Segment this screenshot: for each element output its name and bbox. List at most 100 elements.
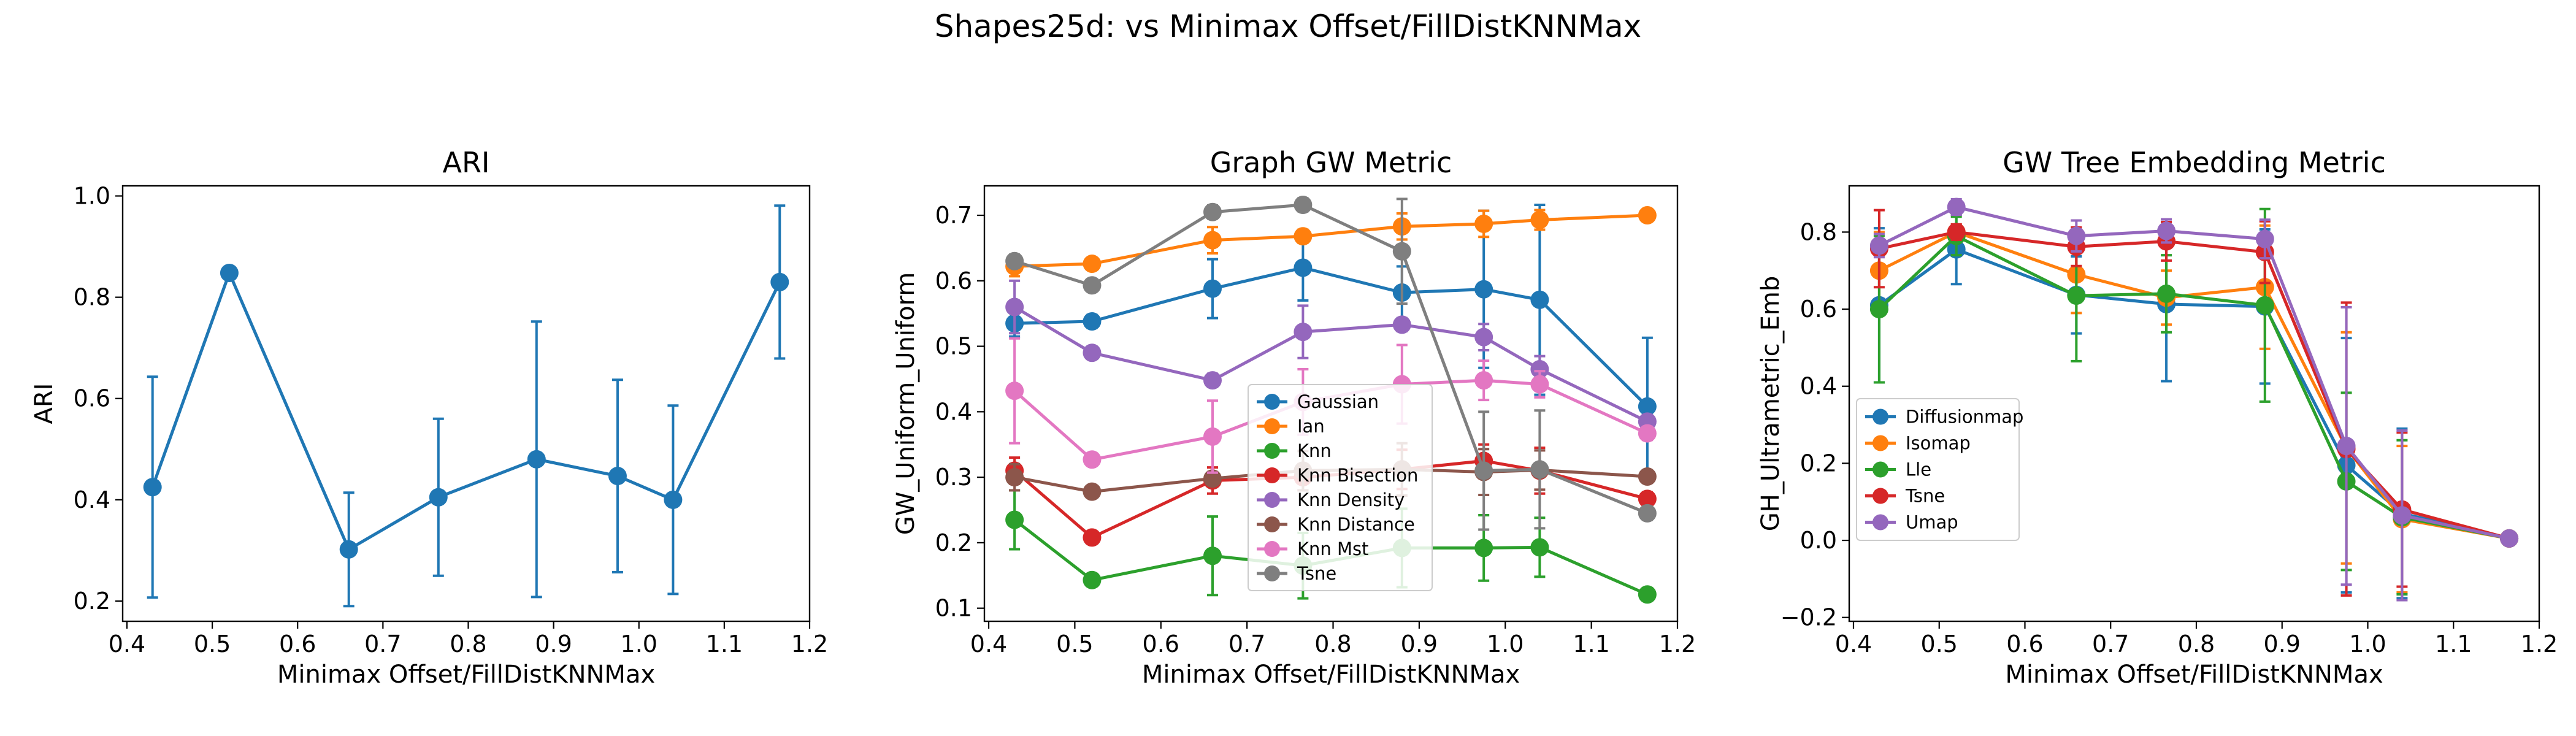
c1-data-point xyxy=(1294,227,1313,246)
c1-legend-box xyxy=(1248,384,1433,591)
c0-series-ari xyxy=(143,204,789,608)
c1-data-point xyxy=(1474,371,1493,390)
c1-legend-item-knn-bisection: Knn Bisection xyxy=(1257,465,1418,486)
c2-legend-swatch-marker xyxy=(1873,488,1888,504)
c2-series-line xyxy=(1879,230,2510,540)
c1-y-tick-label: 0.1 xyxy=(935,595,972,622)
c2-legend-item-umap: Umap xyxy=(1865,512,1958,533)
c1-data-point xyxy=(1005,381,1024,401)
c1-data-point xyxy=(1638,489,1657,508)
c1-data-point xyxy=(1638,424,1657,443)
c1-data-point xyxy=(1474,214,1493,233)
c1-data-point xyxy=(1203,546,1222,565)
c1-legend-label: Ian xyxy=(1297,416,1325,437)
c2-x-tick-label: 1.1 xyxy=(2435,631,2472,657)
c0-data-point xyxy=(143,478,162,497)
c1-legend-item-gaussian: Gaussian xyxy=(1257,391,1379,412)
c1-y-tick-label: 0.5 xyxy=(935,333,972,360)
c2-data-point xyxy=(2255,229,2274,248)
c2-series-line xyxy=(1878,205,2510,540)
c2-y-tick-label: −0.2 xyxy=(1781,604,1837,631)
c0-y-tick-label: 0.4 xyxy=(74,486,110,513)
c0-data-point xyxy=(608,467,627,486)
c1-data-point xyxy=(1530,290,1549,309)
c1-legend-swatch-marker xyxy=(1264,565,1280,581)
c1-data-point xyxy=(1392,315,1411,334)
c2-y-tick-label: 0.8 xyxy=(1800,218,1837,245)
c0-y-tick-label: 0.8 xyxy=(74,284,110,311)
c1-legend-label: Knn Density xyxy=(1297,489,1405,510)
c1-y-tick-label: 0.4 xyxy=(935,398,972,425)
c0-x-tick-label: 1.0 xyxy=(621,631,657,657)
c1-legend-label: Knn Bisection xyxy=(1297,465,1418,486)
c2-series-line xyxy=(1878,230,2510,540)
c0-x-tick-label: 0.5 xyxy=(194,631,231,657)
c1-y-tick-label: 0.7 xyxy=(935,202,972,229)
c1-legend-label: Knn Mst xyxy=(1297,539,1369,559)
c1-y-tick-label: 0.6 xyxy=(935,267,972,294)
c1-data-point xyxy=(1294,323,1313,342)
c1-legend-swatch-marker xyxy=(1264,467,1280,483)
c2-data-point xyxy=(2255,296,2274,315)
c2-data-point xyxy=(2500,529,2519,548)
c1-title: Graph GW Metric xyxy=(1210,146,1452,179)
c2-legend-item-lle: Lle xyxy=(1865,459,1931,480)
c1-data-point xyxy=(1638,206,1657,225)
c2-y-tick-label: 0.0 xyxy=(1800,527,1837,554)
c0-data-point xyxy=(770,272,789,291)
c1-data-point xyxy=(1294,258,1313,277)
c1-x-tick-label: 0.7 xyxy=(1229,631,1265,657)
c2-data-point xyxy=(2393,506,2412,525)
c2-legend: Diffusionmap Isomap Lle Tsne Umap xyxy=(1856,398,2023,541)
c1-data-point xyxy=(1638,397,1657,416)
chart-gw-tree-embedding-metric: GW Tree Embedding Metric 0.4 0.5 0.6 0.7 0.8 0… xyxy=(1757,146,2558,689)
c1-legend-swatch-marker xyxy=(1264,541,1280,557)
c0-y-axis-label: ARI xyxy=(30,383,58,424)
c2-legend-label: Diffusionmap xyxy=(1906,407,2023,427)
c1-data-point xyxy=(1083,528,1102,547)
c1-legend-item-ian: Ian xyxy=(1257,416,1325,437)
c2-series-umap xyxy=(1869,197,2519,602)
c1-y-tick-label: 0.2 xyxy=(935,529,972,556)
c1-data-point xyxy=(1005,510,1024,529)
c2-x-tick-label: 0.6 xyxy=(2006,631,2043,657)
c2-x-tick-label: 0.8 xyxy=(2178,631,2215,657)
c1-data-point xyxy=(1638,585,1657,604)
c2-x-tick-label: 0.5 xyxy=(1921,631,1958,657)
c2-data-point xyxy=(1869,300,1888,319)
c2-series-line xyxy=(1878,234,2510,540)
c1-data-point xyxy=(1474,539,1493,558)
c2-data-point xyxy=(2157,284,2176,303)
c2-legend-item-tsne: Tsne xyxy=(1865,486,1945,507)
c2-title: GW Tree Embedding Metric xyxy=(2003,146,2386,179)
c1-x-tick-label: 1.2 xyxy=(1659,631,1696,657)
c2-legend-label: Lle xyxy=(1906,459,1931,480)
c1-y-tick-label: 0.3 xyxy=(935,464,972,491)
c1-data-point xyxy=(1005,297,1024,316)
c2-data-point xyxy=(1947,223,1966,242)
c0-series-line xyxy=(151,271,781,551)
c1-data-point xyxy=(1083,276,1102,295)
c0-data-point xyxy=(664,490,683,509)
c1-legend-swatch-marker xyxy=(1264,492,1280,508)
c2-legend-label: Tsne xyxy=(1905,486,1945,507)
c1-legend-item-tsne: Tsne xyxy=(1257,563,1336,584)
c2-data-point xyxy=(2157,221,2176,240)
c1-data-point xyxy=(1083,312,1102,331)
c2-legend-label: Umap xyxy=(1906,512,1958,533)
chart-graph-gw-metric: Graph GW Metric 0.4 0.5 0.6 0.7 0.8 0.9 1.0 1.1 1… xyxy=(892,146,1696,689)
c0-data-point xyxy=(339,540,358,559)
c1-data-point xyxy=(1392,242,1411,261)
c2-x-tick-label: 0.9 xyxy=(2264,631,2301,657)
c1-data-point xyxy=(1530,375,1549,394)
c1-x-tick-label: 0.8 xyxy=(1314,631,1351,657)
c0-x-tick-label: 1.1 xyxy=(706,631,743,657)
c2-legend-item-isomap: Isomap xyxy=(1865,433,1971,454)
c1-x-tick-label: 1.1 xyxy=(1573,631,1609,657)
c2-y-tick-label: 0.6 xyxy=(1800,296,1837,323)
c2-y-axis-label: GH_Ultrametric_Emb xyxy=(1757,276,1785,532)
c1-series-line xyxy=(1014,213,1648,268)
c0-x-tick-label: 0.4 xyxy=(109,631,145,657)
c1-legend: Gaussian Ian Knn Knn Bisection Knn Density Kn… xyxy=(1248,384,1433,591)
